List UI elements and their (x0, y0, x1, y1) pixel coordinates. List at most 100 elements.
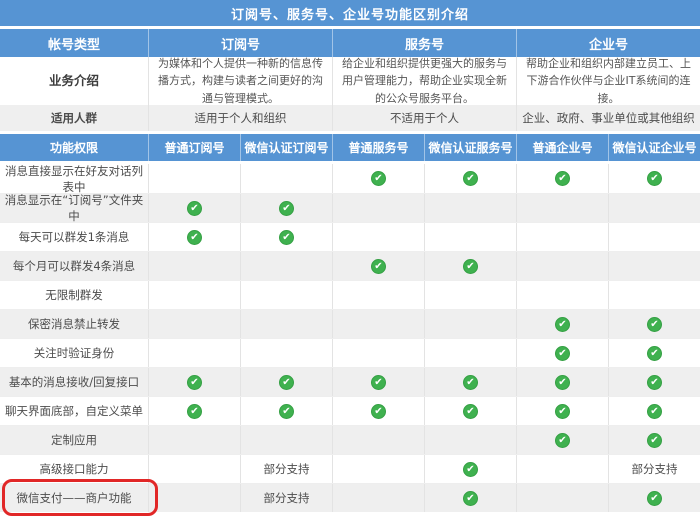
feature-cell: ✔ (148, 223, 240, 251)
feature-cell: ✔ (332, 368, 424, 396)
check-icon: ✔ (647, 490, 662, 506)
feature-cell: ✔ (608, 484, 700, 512)
feature-cell-empty (148, 252, 240, 280)
audience-row: 适用人群 适用于个人和组织 不适用于个人 企业、政府、事业单位或其他组织 (0, 105, 700, 131)
check-icon: ✔ (463, 403, 478, 419)
feature-row: 关注时验证身份 ✔ ✔ (0, 338, 700, 367)
feature-row: 基本的消息接收/回复接口 ✔ ✔ ✔ ✔ ✔ ✔ (0, 367, 700, 396)
header-group-subscription: 订阅号 (148, 29, 332, 57)
feature-cell: ✔ (516, 164, 608, 193)
check-icon: ✔ (647, 316, 662, 332)
check-icon: ✔ (371, 258, 386, 274)
feature-cell-empty (332, 194, 424, 222)
feature-cell: ✔ (424, 484, 516, 512)
business-intro-enterprise: 帮助企业和组织内部建立员工、上下游合作伙伴与企业IT系统间的连接。 (516, 57, 700, 105)
check-icon: ✔ (647, 171, 662, 186)
feature-label: 无限制群发 (45, 288, 103, 302)
feature-row: 消息直接显示在好友对话列表中 ✔ ✔ ✔ ✔ (0, 164, 700, 194)
feature-cell: ✔ (148, 368, 240, 396)
check-icon: ✔ (463, 374, 478, 390)
feature-cell: ✔ (608, 164, 700, 193)
check-icon: ✔ (463, 490, 478, 506)
feature-cell: 部分支持 (240, 455, 332, 483)
feature-label: 高级接口能力 (39, 462, 109, 476)
check-icon: ✔ (279, 229, 294, 245)
feature-cell: ✔ (516, 310, 608, 338)
partial-support-text: 部分支持 (631, 462, 678, 476)
feature-cell-empty (148, 426, 240, 454)
feature-label: 定制应用 (51, 433, 97, 447)
feature-cell: ✔ (424, 164, 516, 193)
feature-cell-empty (240, 426, 332, 454)
feature-cell: ✔ (332, 397, 424, 425)
check-icon: ✔ (647, 403, 662, 419)
feature-cell: ✔ (332, 252, 424, 280)
header-group-service: 服务号 (332, 29, 516, 57)
feature-label: 关注时验证身份 (33, 346, 115, 360)
check-icon: ✔ (463, 258, 478, 274)
feature-label: 每天可以群发1条消息 (18, 230, 130, 244)
audience-enterprise: 企业、政府、事业单位或其他组织 (516, 105, 700, 131)
feature-cell: ✔ (608, 397, 700, 425)
feature-label: 聊天界面底部，自定义菜单 (5, 404, 143, 418)
feature-cell-empty (240, 339, 332, 367)
feature-row: 保密消息禁止转发 ✔ ✔ (0, 309, 700, 338)
feature-cell: ✔ (240, 397, 332, 425)
feature-cell-empty (516, 281, 608, 309)
partial-support-text: 部分支持 (263, 462, 310, 476)
feature-cell: ✔ (516, 339, 608, 367)
feature-cell-empty (332, 223, 424, 251)
feature-cell-empty (148, 455, 240, 483)
feature-cell-empty (240, 252, 332, 280)
feature-cell-empty (424, 426, 516, 454)
header-group-enterprise: 企业号 (516, 29, 700, 57)
feature-cell-empty (608, 223, 700, 251)
check-icon: ✔ (279, 200, 294, 216)
table-title: 订阅号、服务号、企业号功能区别介绍 (0, 0, 700, 26)
feature-cell-empty (148, 484, 240, 512)
feature-row: 无限制群发 (0, 280, 700, 309)
feature-cell: ✔ (516, 426, 608, 454)
divider (0, 161, 700, 164)
feature-cell-empty (424, 223, 516, 251)
feature-cell-empty (424, 194, 516, 222)
feature-row: 定制应用 ✔ ✔ (0, 425, 700, 454)
permissions-label: 功能权限 (49, 141, 98, 155)
permissions-header-row: 功能权限 普通订阅号 微信认证订阅号 普通服务号 微信认证服务号 普通企业号 微… (0, 134, 700, 161)
check-icon: ✔ (555, 374, 570, 390)
feature-cell: ✔ (516, 397, 608, 425)
feature-row: 每个月可以群发4条消息 ✔ ✔ (0, 251, 700, 280)
feature-cell-empty (240, 164, 332, 193)
business-intro-service: 给企业和组织提供更强大的服务与用户管理能力，帮助企业实现全新的公众号服务平台。 (332, 57, 516, 105)
feature-cell: ✔ (240, 223, 332, 251)
check-icon: ✔ (187, 374, 202, 390)
check-icon: ✔ (555, 316, 570, 332)
feature-cell-empty (332, 310, 424, 338)
check-icon: ✔ (555, 432, 570, 448)
business-intro-subscription: 为媒体和个人提供一种新的信息传播方式，构建与读者之间更好的沟通与管理模式。 (148, 57, 332, 105)
feature-cell-empty (240, 281, 332, 309)
feature-cell-empty (516, 484, 608, 512)
feature-cell: ✔ (424, 368, 516, 396)
column-verified-service: 微信认证服务号 (424, 134, 516, 161)
audience-label: 适用人群 (51, 111, 97, 125)
feature-row: 每天可以群发1条消息 ✔ ✔ (0, 222, 700, 251)
feature-cell: ✔ (608, 426, 700, 454)
feature-label: 消息显示在“订阅号”文件夹中 (4, 193, 144, 223)
feature-label: 保密消息禁止转发 (28, 317, 120, 331)
feature-cell-empty (240, 310, 332, 338)
feature-row: 聊天界面底部，自定义菜单 ✔ ✔ ✔ ✔ ✔ ✔ (0, 396, 700, 425)
feature-rows: 消息直接显示在好友对话列表中 ✔ ✔ ✔ ✔ 消息显示在“订阅号”文件夹中 ✔ ✔ 每天可以群发… (0, 164, 700, 512)
feature-cell: ✔ (240, 368, 332, 396)
feature-cell-empty (516, 455, 608, 483)
audience-service: 不适用于个人 (332, 105, 516, 131)
check-icon: ✔ (371, 171, 386, 186)
column-normal-service: 普通服务号 (332, 134, 424, 161)
feature-cell: ✔ (608, 339, 700, 367)
feature-cell: ✔ (516, 368, 608, 396)
column-verified-subscription: 微信认证订阅号 (240, 134, 332, 161)
column-verified-enterprise: 微信认证企业号 (608, 134, 700, 161)
check-icon: ✔ (647, 374, 662, 390)
check-icon: ✔ (279, 403, 294, 419)
partial-support-text: 部分支持 (263, 491, 310, 505)
